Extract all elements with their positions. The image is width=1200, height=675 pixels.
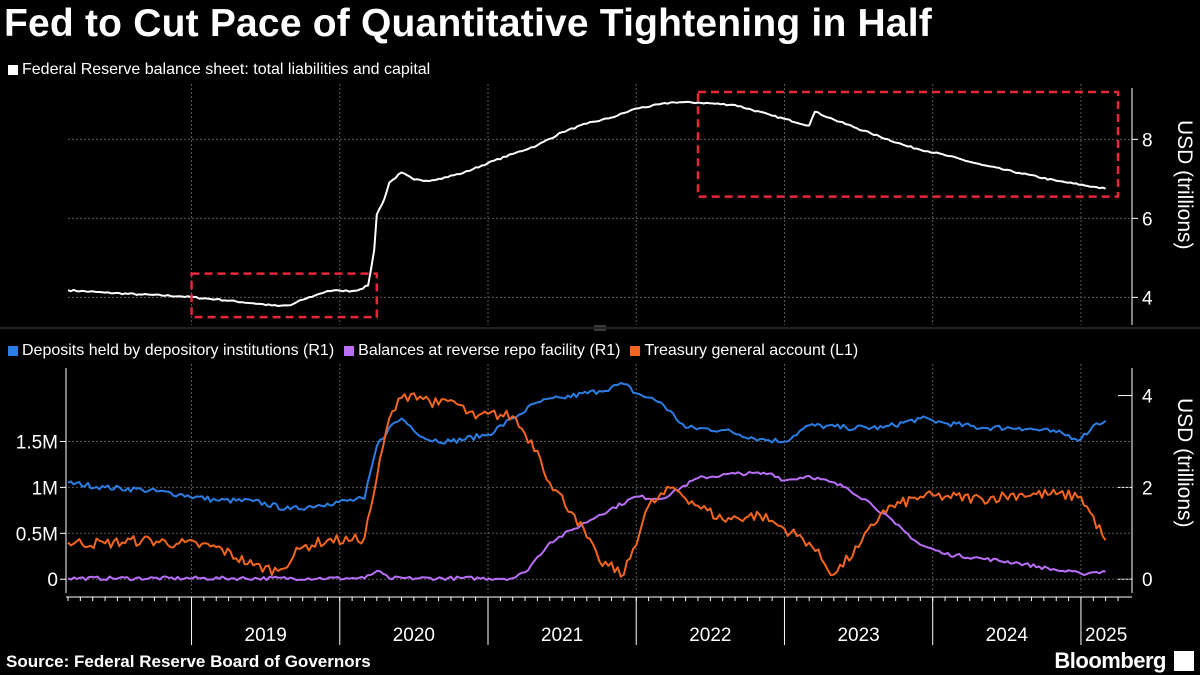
- top-ytick-label-8: 8: [1142, 130, 1153, 151]
- bottom-panel: 0 2 4 0 0.5M 1M 1.5M USD (trillions): [16, 364, 1196, 593]
- legend-item-deposits: Deposits held by depository institutions…: [8, 342, 334, 360]
- legend-label-tga: Treasury general account (L1): [644, 342, 859, 359]
- top-ytick-label-4: 4: [1142, 288, 1153, 309]
- top-y-axis-label: USD (trillions): [1173, 120, 1196, 250]
- brand-logo: Bloomberg: [1054, 648, 1166, 673]
- top-legend: Federal Reserve balance sheet: total lia…: [8, 61, 440, 79]
- legend-swatch-deposits: [8, 346, 18, 356]
- x-tick-label-2019: 2019: [245, 625, 287, 646]
- bottom-series-line-reverse-repo: [67, 470, 1106, 582]
- x-tick-label-2021: 2021: [541, 625, 583, 646]
- bottom-right-tick-label-2: 2: [1142, 478, 1153, 499]
- legend-label-reverse-repo: Balances at reverse repo facility (R1): [358, 342, 621, 359]
- bottom-y-axis-label: USD (trillions): [1173, 398, 1196, 528]
- top-panel: 4 6 8 USD (trillions): [67, 84, 1196, 325]
- legend-label-deposits: Deposits held by depository institutions…: [22, 342, 335, 359]
- bottom-left-tick-label-2: 1M: [32, 478, 58, 499]
- bottom-right-tick-label-4: 4: [1142, 387, 1153, 408]
- x-tick-label-2023: 2023: [837, 625, 879, 646]
- top-series-line-balance-sheet: [67, 100, 1106, 307]
- bottom-series-line-deposits: [67, 382, 1107, 511]
- bottom-right-tick-label-0: 0: [1142, 570, 1153, 591]
- legend-item-tga: Treasury general account (L1): [630, 342, 858, 360]
- x-tick-label-2020: 2020: [393, 625, 435, 646]
- x-tick-label-2022: 2022: [689, 625, 731, 646]
- highlight-box-1: [190, 272, 379, 319]
- highlight-box-2: [696, 90, 1120, 198]
- bottom-left-tick-label-1: 0.5M: [16, 524, 58, 545]
- legend-swatch-balance-sheet: [8, 65, 18, 75]
- legend-swatch-tga: [630, 346, 641, 356]
- top-ytick-label-6: 6: [1142, 209, 1153, 230]
- chart-title: Fed to Cut Pace of Quantitative Tighteni…: [4, 2, 932, 45]
- bottom-left-tick-label-3: 1.5M: [16, 432, 58, 453]
- bottom-series-line-tga: [67, 392, 1107, 578]
- bottom-legend: Deposits held by depository institutions…: [8, 342, 868, 360]
- legend-item-balance-sheet: Federal Reserve balance sheet: total lia…: [8, 61, 430, 79]
- legend-swatch-reverse-repo: [344, 346, 355, 356]
- x-tick-label-2025: 2025: [1085, 625, 1127, 646]
- bottom-left-tick-label-0: 0: [47, 570, 58, 591]
- x-tick-label-2024: 2024: [986, 625, 1029, 646]
- source-note: Source: Federal Reserve Board of Governo…: [6, 652, 371, 671]
- brand-terminal-icon: [1174, 651, 1194, 671]
- legend-label-balance-sheet: Federal Reserve balance sheet: total lia…: [22, 61, 431, 78]
- legend-item-reverse-repo: Balances at reverse repo facility (R1): [344, 342, 620, 360]
- x-axis: 2019 2020 2021 2022 2023 2024 2025: [66, 596, 1132, 646]
